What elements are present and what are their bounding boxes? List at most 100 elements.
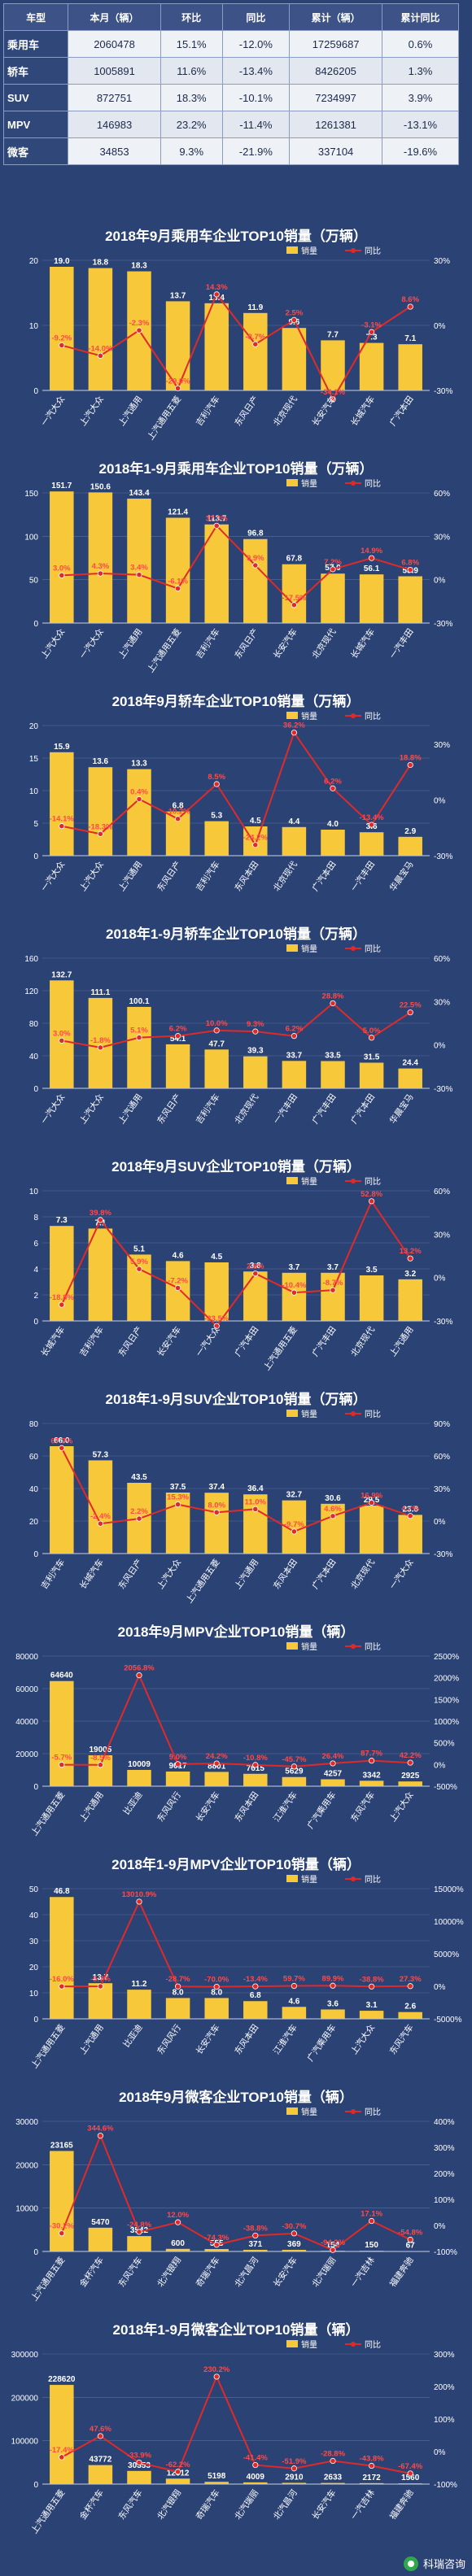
yoy-point <box>175 385 181 391</box>
yoy-value-label: 27.3% <box>400 1975 422 1984</box>
bar <box>50 267 74 390</box>
yoy-point <box>59 1037 65 1044</box>
bar-value-label: 113.7 <box>207 515 227 524</box>
y2-tick-label: -30% <box>434 620 452 629</box>
summary-cell: 872751 <box>68 84 161 111</box>
y-tick-label: 5 <box>33 820 38 829</box>
y-tick-label: 0 <box>33 2248 38 2257</box>
x-tick-label: 长安汽车 <box>310 2487 339 2522</box>
yoy-value-label: 5.0% <box>363 1026 381 1035</box>
yoy-point <box>291 602 297 608</box>
yoy-point <box>368 555 375 561</box>
bar-value-label: 23.8 <box>402 1505 418 1514</box>
bar-value-label: 56.1 <box>364 564 380 573</box>
bar-value-label: 3342 <box>362 1771 381 1780</box>
yoy-value-label: 14.9% <box>361 547 382 556</box>
bar <box>282 564 307 623</box>
yoy-value-label: -9.7% <box>284 1520 304 1529</box>
legend-line-label: 同比 <box>365 479 381 489</box>
summary-table: 车型 本月（辆） 环比 同比 累计（辆） 累计同比 乘用车 2060478 15… <box>2 3 460 165</box>
x-tick-label: 上汽通用 <box>116 394 145 428</box>
y2-tick-label: 0% <box>434 577 446 586</box>
bar-value-label: 7.3 <box>56 1216 68 1225</box>
y2-tick-label: 2000% <box>434 1675 459 1684</box>
yoy-value-label: -43.8% <box>360 2455 385 2464</box>
bar <box>398 1068 422 1088</box>
bar <box>88 2465 113 2484</box>
bar <box>321 1779 345 1786</box>
yoy-point <box>291 316 297 323</box>
summary-cell: 146983 <box>68 111 161 138</box>
yoy-point <box>97 1983 104 1990</box>
summary-cell: 34853 <box>68 137 161 165</box>
bar-value-label: 151.7 <box>51 482 72 490</box>
x-tick-label: 广汽本田 <box>310 1557 339 1591</box>
y-tick-label: 60000 <box>15 1685 38 1694</box>
yoy-value-label: 67.3% <box>50 1436 72 1445</box>
y2-tick-label: 0% <box>434 2222 446 2231</box>
bar <box>50 2151 74 2251</box>
yoy-point <box>368 2217 375 2225</box>
yoy-point <box>368 822 375 828</box>
legend-line-marker <box>351 1179 356 1183</box>
yoy-value-label: 39.8% <box>90 1209 111 1218</box>
yoy-point <box>330 2457 336 2465</box>
bar <box>398 836 422 856</box>
yoy-point <box>368 329 375 335</box>
yoy-value-label: 59.7% <box>283 1975 305 1984</box>
bar <box>204 1998 229 2019</box>
y-tick-label: 160 <box>24 955 38 964</box>
yoy-point <box>59 1762 65 1768</box>
yoy-point <box>252 341 259 347</box>
x-tick-label: 华晨宝马 <box>387 859 416 893</box>
yoy-point <box>407 303 413 310</box>
y2-tick-label: 100% <box>434 2416 455 2425</box>
yoy-point <box>407 1983 413 1990</box>
yoy-point <box>252 1506 259 1512</box>
x-tick-label: 吉利汽车 <box>77 1324 106 1358</box>
x-tick-label: 广汽丰田 <box>310 1092 339 1126</box>
summary-cell: 8426205 <box>289 57 382 85</box>
bar-value-label: 13.7 <box>170 291 186 300</box>
summary-cell: -21.9% <box>221 137 291 165</box>
yoy-point <box>330 2247 336 2253</box>
y-tick-label: 20000 <box>15 1750 38 1759</box>
bar <box>204 1493 229 1554</box>
bar-value-label: 8801 <box>208 1762 226 1771</box>
yoy-value-label: -5.7% <box>51 1754 72 1763</box>
yoy-point <box>213 291 220 298</box>
y2-tick-label: 60% <box>434 490 450 499</box>
yoy-point <box>136 2459 142 2466</box>
x-tick-label: 江淮汽车 <box>271 1789 299 1824</box>
x-tick-label: 上汽通用 <box>77 2022 106 2056</box>
yoy-line <box>61 292 411 402</box>
x-tick-label: 广汽本田 <box>348 1092 377 1126</box>
bar-value-label: 31.5 <box>364 1053 380 1062</box>
yoy-value-label: -67.4% <box>398 2462 423 2471</box>
yoy-value-label: -74.3% <box>204 2234 229 2243</box>
yoy-value-label: -18.8% <box>50 1293 75 1302</box>
yoy-value-label: -6.1% <box>168 578 188 586</box>
yoy-value-label: -8.7% <box>245 333 265 342</box>
y-tick-label: 20000 <box>15 2161 38 2170</box>
chart-title: 2018年9月轿车企业TOP10销量（万辆） <box>111 694 361 709</box>
yoy-point <box>97 1217 104 1223</box>
yoy-point <box>252 562 259 569</box>
summary-cell: 337104 <box>289 137 382 165</box>
bar <box>243 1271 268 1321</box>
y2-tick-label: 2500% <box>434 1653 459 1662</box>
yoy-value-label: 7.2% <box>324 558 342 567</box>
bar <box>50 1680 74 1786</box>
y-tick-label: 40 <box>29 1485 39 1494</box>
x-tick-label: 东风日产 <box>155 1092 183 1126</box>
bar-value-label: 43.5 <box>131 1473 147 1482</box>
y2-tick-label: 30% <box>434 1231 450 1240</box>
y2-tick-label: 30% <box>434 741 450 750</box>
summary-cell: -10.1% <box>221 84 291 111</box>
bar-value-label: 150.6 <box>90 482 111 491</box>
bar-value-label: 4257 <box>324 1769 343 1778</box>
chart-title: 2018年9月微客企业TOP10销量（辆） <box>119 2090 353 2105</box>
legend-bar-label: 销量 <box>301 478 317 489</box>
yoy-point <box>213 1323 220 1329</box>
bar <box>165 1771 190 1786</box>
